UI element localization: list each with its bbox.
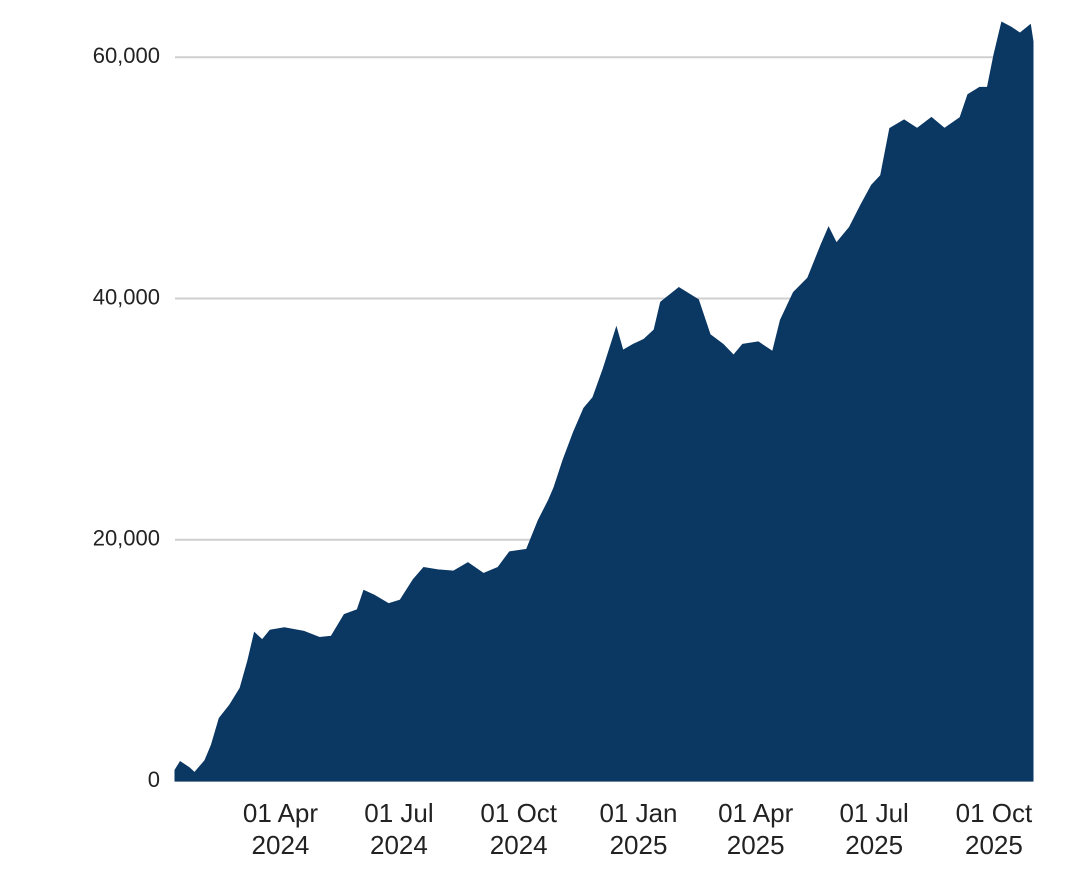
x-tick-label-line: 2025	[965, 830, 1023, 860]
area	[174, 21, 1034, 782]
y-tick-label: 60,000	[93, 43, 160, 68]
x-tick-label-line: 01 Oct	[956, 798, 1033, 828]
x-tick-label-line: 2024	[370, 830, 428, 860]
x-tick-label: 01 Apr 2025	[718, 798, 794, 860]
x-tick-label: 01 Oct 2025	[956, 798, 1033, 860]
x-tick-label-line: 01 Jul	[839, 798, 908, 828]
x-tick-label-line: 01 Apr	[718, 798, 794, 828]
x-tick-label-line: 01 Jan	[599, 798, 677, 828]
y-tick-label: 40,000	[93, 284, 160, 309]
x-tick-label: 01 Oct 2024	[480, 798, 557, 860]
x-tick-label-line: 2025	[727, 830, 785, 860]
x-tick-label-line: 2025	[610, 830, 668, 860]
x-tick-label-line: 01 Oct	[480, 798, 557, 828]
y-tick-label: 0	[148, 767, 160, 792]
x-tick-label-line: 2024	[490, 830, 548, 860]
x-tick-label-line: 2025	[845, 830, 903, 860]
y-tick-label: 20,000	[93, 526, 160, 551]
x-tick-label: 01 Jul 2025	[839, 798, 908, 860]
x-tick-label-line: 01 Jul	[364, 798, 433, 828]
x-tick-label: 01 Jul 2024	[364, 798, 433, 860]
x-tick-label: 01 Jan 2025	[599, 798, 677, 860]
x-tick-label-line: 01 Apr	[243, 798, 319, 828]
x-tick-label-line: 2024	[252, 830, 310, 860]
x-tick-label: 01 Apr 2024	[243, 798, 319, 860]
